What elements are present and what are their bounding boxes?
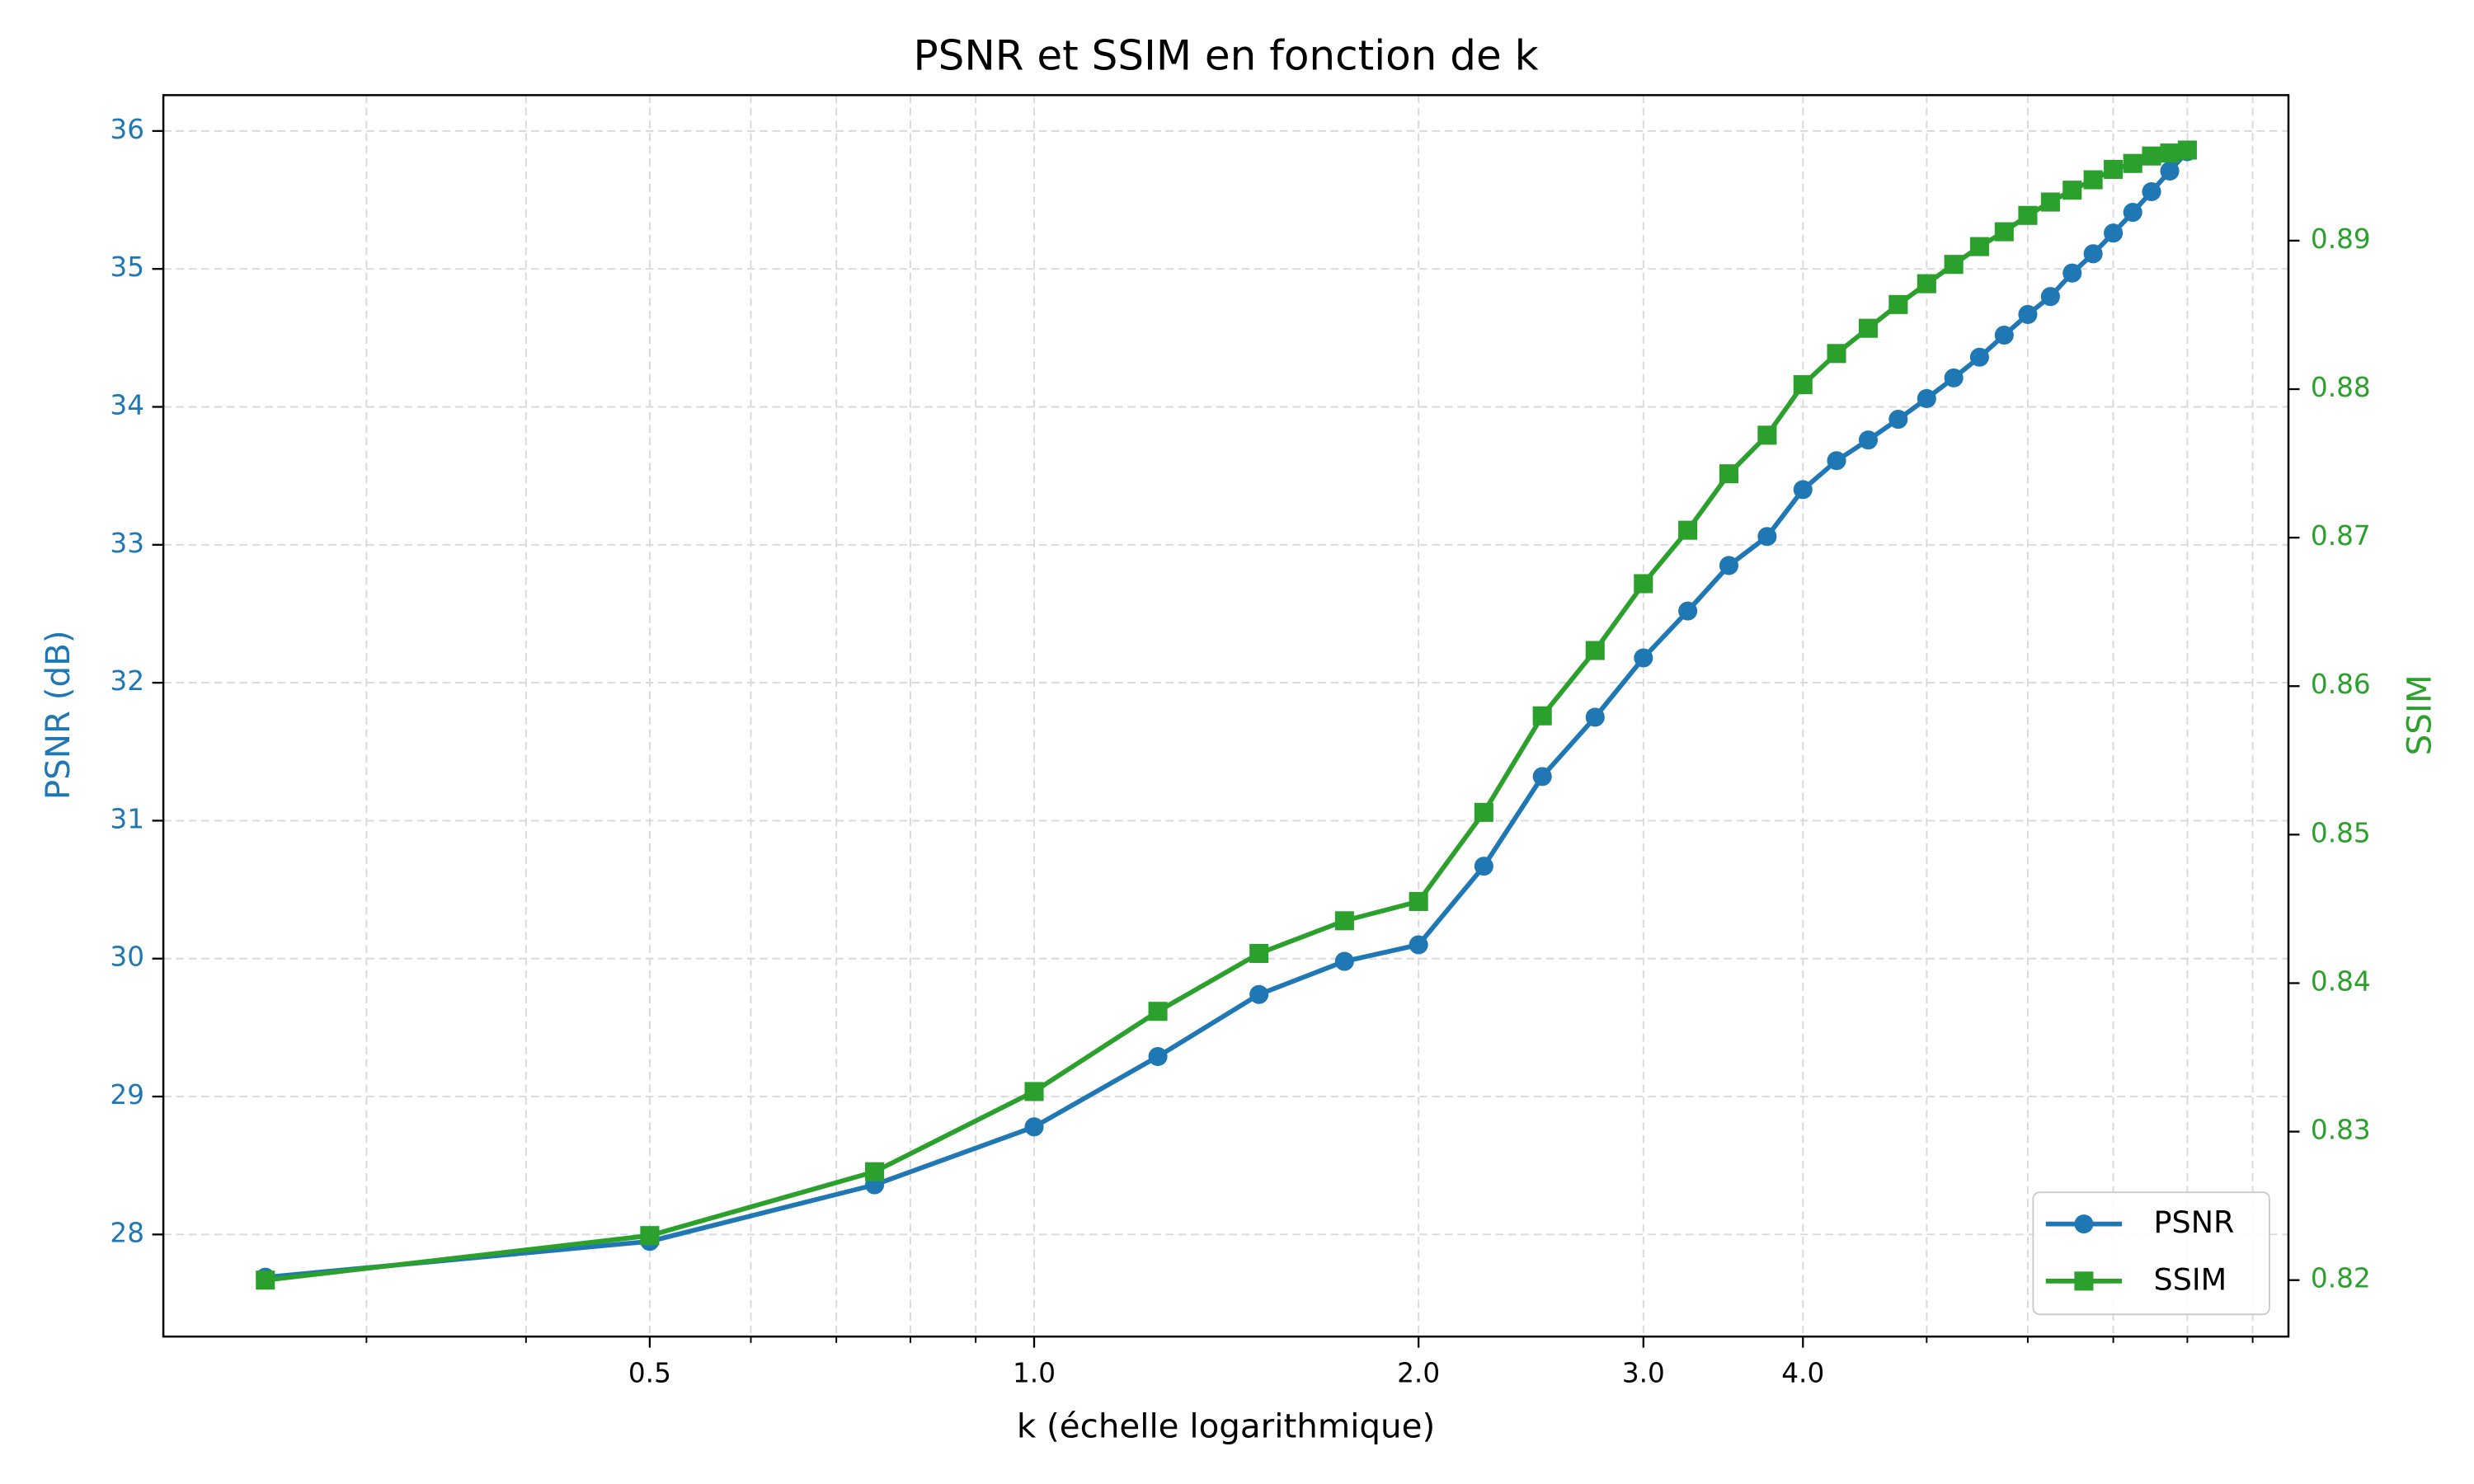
x-tick-label: 4.0	[1781, 1357, 1824, 1388]
x-tick-label: 2.0	[1397, 1357, 1440, 1388]
data-point	[1858, 430, 1879, 450]
data-point	[640, 1226, 660, 1246]
y-tick-label: 34	[110, 390, 144, 421]
data-point	[1888, 294, 1908, 314]
data-point	[1757, 425, 1777, 445]
data-point	[1678, 520, 1698, 540]
legend: PSNR SSIM	[2032, 1191, 2270, 1316]
data-point	[1793, 375, 1813, 395]
data-point	[1917, 388, 1936, 408]
data-point	[1409, 935, 1428, 955]
y2-tick-label: 0.89	[2311, 223, 2371, 255]
data-point	[1944, 255, 1964, 275]
data-point	[256, 1270, 275, 1290]
data-point	[1719, 556, 1739, 575]
x-axis-label: k (échelle logarithmique)	[1017, 1407, 1435, 1446]
x-tick-label: 3.0	[1622, 1357, 1665, 1388]
data-point	[2160, 143, 2180, 163]
data-point	[1148, 1002, 1168, 1021]
data-point	[1474, 857, 1493, 876]
data-point	[1634, 574, 1653, 594]
legend-label: PSNR	[2154, 1205, 2235, 1240]
y-tick-label: 35	[110, 251, 144, 283]
data-point	[1917, 274, 1936, 294]
y2-tick-label: 0.86	[2311, 669, 2371, 700]
chart-title: PSNR et SSIM en fonction de k	[913, 32, 1538, 80]
data-point	[2160, 161, 2180, 181]
y2-tick-label: 0.84	[2311, 965, 2371, 997]
data-point	[1532, 767, 1552, 787]
data-point	[1994, 325, 2014, 345]
legend-marker	[2074, 1271, 2094, 1291]
data-point	[2177, 140, 2197, 160]
x-tick-label: 0.5	[628, 1357, 671, 1388]
legend-label: SSIM	[2154, 1261, 2227, 1297]
x-tick-label: 1.0	[1013, 1357, 1056, 1388]
legend-marker	[2074, 1214, 2094, 1234]
data-point	[1532, 706, 1552, 726]
data-point	[1969, 237, 1989, 256]
data-point	[1994, 222, 2014, 242]
data-point	[2142, 146, 2161, 166]
data-point	[1888, 410, 1908, 430]
data-point	[2062, 181, 2082, 200]
data-point	[1719, 464, 1739, 484]
data-point	[1858, 318, 1879, 338]
y-tick-label: 32	[110, 665, 144, 697]
data-point	[1148, 1046, 1168, 1067]
data-point	[1793, 480, 1813, 500]
data-point	[1409, 891, 1428, 911]
data-point	[1678, 601, 1698, 621]
data-point	[2018, 205, 2038, 225]
y2-axis-label: SSIM	[2401, 674, 2439, 755]
data-point	[1827, 451, 1846, 471]
data-point	[1474, 802, 1493, 822]
y2-tick-label: 0.88	[2311, 372, 2371, 403]
y-axis-label: PSNR (dB)	[39, 630, 78, 800]
data-point	[1249, 984, 1269, 1004]
data-point	[2104, 159, 2124, 179]
data-point	[2083, 244, 2103, 264]
data-point	[1585, 641, 1605, 660]
y2-tick-label: 0.85	[2311, 817, 2371, 848]
plot-frame	[162, 94, 2290, 1338]
data-point	[2040, 287, 2060, 307]
data-point	[2062, 263, 2082, 283]
data-point	[865, 1162, 885, 1181]
data-point	[1634, 648, 1653, 668]
data-point	[2018, 304, 2038, 324]
data-point	[2104, 223, 2124, 243]
data-point	[2040, 192, 2060, 212]
y2-tick-label: 0.83	[2311, 1115, 2371, 1146]
data-point	[1334, 951, 1354, 971]
data-point	[1024, 1117, 1044, 1137]
data-point	[1757, 527, 1777, 547]
y2-tick-label: 0.82	[2311, 1263, 2371, 1294]
y-tick-label: 28	[110, 1217, 144, 1248]
data-point	[1969, 347, 1989, 367]
data-point	[1249, 943, 1269, 963]
y-tick-label: 31	[110, 803, 144, 834]
y-tick-label: 29	[110, 1079, 144, 1111]
data-point	[1944, 368, 1964, 387]
data-point	[2123, 153, 2142, 173]
y-tick-label: 30	[110, 942, 144, 973]
data-point	[1585, 707, 1605, 727]
data-point	[2123, 203, 2142, 223]
data-point	[1334, 911, 1354, 931]
y-tick-label: 36	[110, 114, 144, 145]
data-point	[1024, 1082, 1044, 1101]
y-tick-label: 33	[110, 528, 144, 559]
y2-tick-label: 0.87	[2311, 520, 2371, 552]
data-point	[2083, 170, 2103, 190]
data-point	[2142, 181, 2161, 202]
data-point	[1827, 344, 1846, 364]
